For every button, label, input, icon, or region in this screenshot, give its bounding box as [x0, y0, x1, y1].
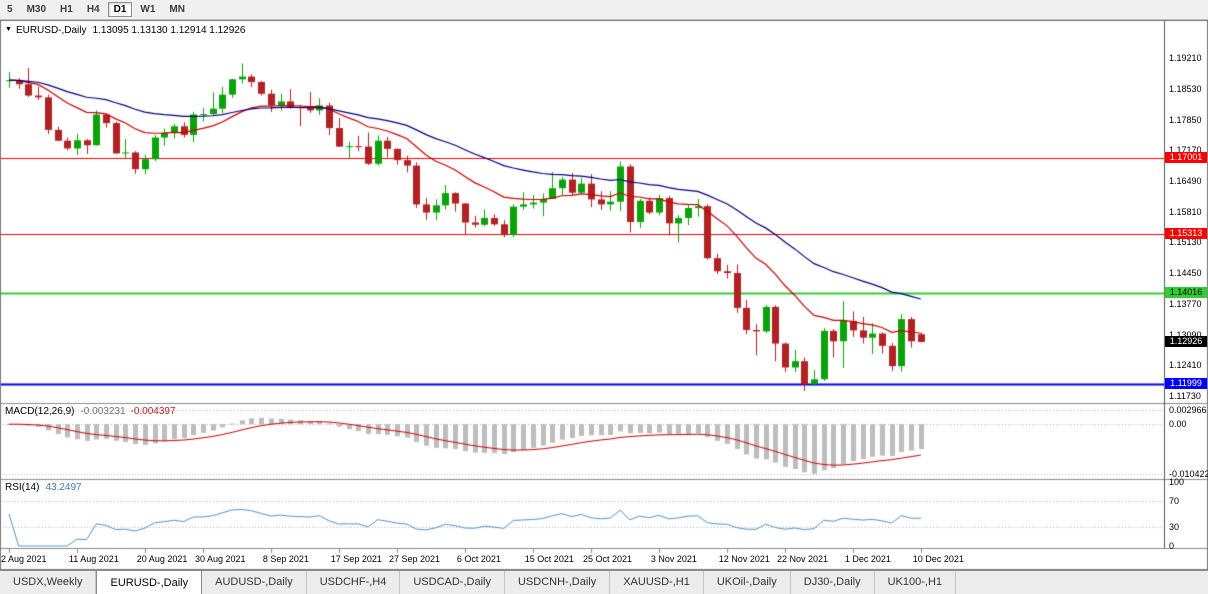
price-axis-label: 1.17170: [1169, 145, 1202, 156]
rsi-indicator-label: RSI(14) 43.2497: [5, 482, 82, 493]
tab-eurusd-daily[interactable]: EURUSD-,Daily: [96, 570, 203, 594]
timeframe-toolbar: 5 M30 H1 H4 D1 W1 MN: [0, 0, 1208, 20]
rsi-axis-label: 30: [1169, 521, 1180, 532]
tab-usdx-weekly[interactable]: USDX,Weekly: [0, 571, 97, 594]
date-label: 20 Aug 2021: [136, 554, 188, 564]
tab-usdchf-h4[interactable]: USDCHF-,H4: [307, 571, 401, 594]
price-axis-label: 1.13770: [1169, 298, 1202, 309]
rsi-axis-label: 100: [1169, 477, 1185, 487]
macd-value-signal: -0.004397: [130, 406, 176, 417]
price-axis-label: 1.12410: [1169, 360, 1202, 371]
tab-usdcnh-daily[interactable]: USDCNH-,Daily: [505, 571, 611, 594]
chart-tabbar: USDX,Weekly EURUSD-,Daily AUDUSD-,Daily USD…: [0, 570, 1208, 594]
date-label: 30 Aug 2021: [195, 554, 246, 564]
timeframe-button-h4[interactable]: H4: [86, 4, 100, 15]
hline-price-tag[interactable]: 1.14016: [1165, 286, 1207, 298]
date-label: 17 Sep 2021: [330, 554, 382, 564]
macd-axis-label: 0.00: [1169, 419, 1187, 430]
tab-usdcad-daily[interactable]: USDCAD-,Daily: [400, 571, 505, 594]
rsi-value: 43.2497: [45, 482, 82, 493]
price-axis-label: 1.16490: [1169, 175, 1202, 186]
chart-canvas[interactable]: [0, 20, 1208, 570]
date-label: 27 Sep 2021: [389, 554, 441, 564]
price-axis-label: 1.13090: [1169, 329, 1202, 340]
date-label: 10 Dec 2021: [912, 554, 964, 564]
price-axis-label: 1.18530: [1169, 83, 1202, 94]
macd-value-main: -0.003231: [80, 406, 126, 417]
macd-name: MACD(12,26,9): [5, 406, 75, 417]
tab-dj30-daily[interactable]: DJ30-,Daily: [791, 571, 875, 594]
macd-axis-label: -0.010422: [1169, 469, 1208, 479]
date-label: 11 Aug 2021: [68, 554, 119, 564]
macd-indicator-label: MACD(12,26,9) -0.003231 -0.004397: [5, 406, 176, 417]
price-axis-label: 1.15810: [1169, 206, 1202, 217]
hline-price-tag[interactable]: 1.17001: [1165, 151, 1207, 163]
chart-header: ▼ EURUSD-,Daily 1.13095 1.13130 1.12914 1.…: [5, 25, 245, 36]
date-label: 1 Dec 2021: [844, 554, 891, 564]
date-label: 15 Oct 2021: [524, 554, 574, 564]
tab-uk100-h1[interactable]: UK100-,H1: [875, 571, 957, 594]
price-axis-label: 1.14450: [1169, 268, 1202, 279]
timeframe-button-h1[interactable]: H1: [60, 4, 73, 15]
tab-audusd-daily[interactable]: AUDUSD-,Daily: [202, 571, 307, 594]
chart-area: ▼ EURUSD-,Daily 1.13095 1.13130 1.12914 1.…: [0, 20, 1208, 570]
hline-price-tag[interactable]: 1.15313: [1165, 228, 1207, 240]
date-label: 8 Sep 2021: [262, 554, 309, 564]
current-price-tag: 1.12926: [1165, 335, 1207, 347]
chart-ohlc-values: 1.13095 1.13130 1.12914 1.12926: [92, 25, 246, 36]
date-axis[interactable]: 2 Aug 2021 11 Aug 2021 20 Aug 2021 30 Aug 2…: [0, 549, 1164, 570]
collapse-chart-icon[interactable]: ▼: [5, 26, 12, 33]
price-axis-label: 1.11730: [1169, 390, 1201, 401]
date-label: 2 Aug 2021: [1, 554, 47, 564]
date-label: 25 Oct 2021: [583, 554, 633, 564]
chart-symbol-title: EURUSD-,Daily: [15, 25, 87, 36]
price-axis-label: 1.19210: [1169, 53, 1202, 64]
price-axis-label: 1.15130: [1169, 237, 1202, 248]
hline-price-tag[interactable]: 1.11999: [1165, 377, 1207, 389]
date-label: 12 Nov 2021: [718, 554, 770, 564]
timeframe-button-5[interactable]: 5: [7, 4, 13, 15]
timeframe-button-m30[interactable]: M30: [26, 4, 47, 15]
timeframe-button-mn[interactable]: MN: [169, 4, 185, 15]
price-axis-label: 1.17850: [1169, 114, 1202, 125]
timeframe-button-w1[interactable]: W1: [140, 4, 156, 15]
macd-axis-label: 0.002966: [1169, 405, 1207, 415]
rsi-name: RSI(14): [5, 482, 40, 493]
date-label: 3 Nov 2021: [650, 554, 697, 564]
price-axis[interactable]: 1.19210 1.18530 1.17850 1.17170 1.16490 1.158…: [1165, 20, 1208, 570]
tab-xauusd-h1[interactable]: XAUUSD-,H1: [610, 571, 704, 594]
timeframe-button-d1[interactable]: D1: [107, 2, 133, 17]
rsi-axis-label: 70: [1169, 496, 1180, 507]
date-label: 6 Oct 2021: [456, 554, 501, 564]
rsi-axis-label: 0: [1169, 541, 1175, 551]
date-label: 22 Nov 2021: [777, 554, 829, 564]
tab-ukoil-daily[interactable]: UKOil-,Daily: [704, 571, 791, 594]
